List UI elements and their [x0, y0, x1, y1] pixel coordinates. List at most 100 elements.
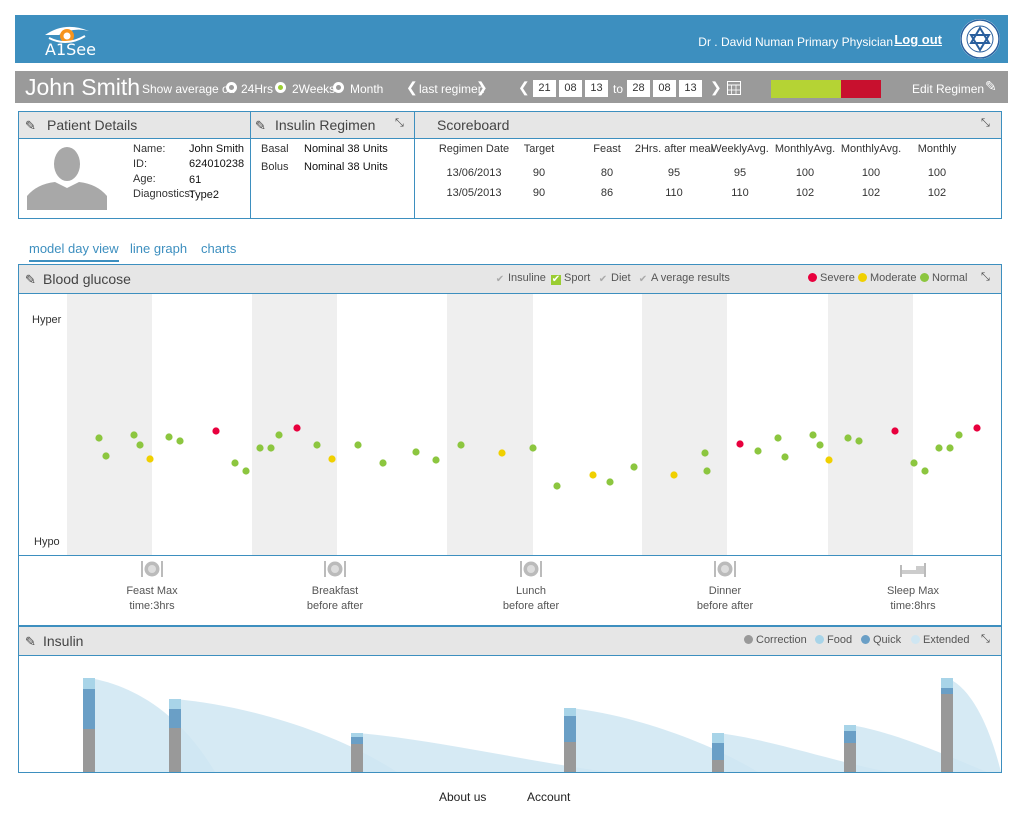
about-us-link[interactable]: About us [439, 790, 487, 804]
insulin-edit-pencil-icon[interactable]: ✎ [25, 634, 36, 649]
food-dose-bar[interactable] [169, 699, 181, 709]
glucose-reading[interactable] [754, 447, 762, 455]
glucose-reading[interactable] [606, 478, 614, 486]
checkbox-icon[interactable]: ✔ [551, 274, 561, 285]
correction-dose-bar[interactable] [83, 729, 95, 772]
food-dose-bar[interactable] [351, 733, 363, 737]
glucose-reading[interactable] [267, 444, 275, 452]
glucose-reading[interactable] [498, 449, 506, 457]
glucose-reading[interactable] [736, 440, 744, 448]
glucose-reading[interactable] [630, 463, 638, 471]
glucose-reading[interactable] [165, 433, 173, 441]
food-dose-bar[interactable] [564, 708, 576, 716]
food-dose-bar[interactable] [83, 678, 95, 689]
glucose-reading[interactable] [136, 441, 144, 449]
tab-line-graph[interactable]: line graph [130, 241, 188, 256]
glucose-reading[interactable] [891, 427, 899, 435]
correction-dose-bar[interactable] [712, 760, 724, 772]
glucose-edit-pencil-icon[interactable]: ✎ [25, 272, 36, 287]
date-to-month[interactable]: 08 [653, 80, 676, 97]
expand-icon[interactable]: ⤡ [981, 117, 990, 129]
radio-2weeks[interactable] [275, 82, 286, 93]
glucose-reading[interactable] [910, 459, 918, 467]
filter-average[interactable]: ✔ A verage results [638, 272, 730, 285]
glucose-reading[interactable] [457, 441, 465, 449]
edit-pencil-icon[interactable]: ✎ [985, 78, 997, 94]
edit-regimen-link[interactable]: Edit Regimen [912, 82, 985, 96]
quick-dose-bar[interactable] [169, 709, 181, 728]
checkbox-icon[interactable]: ✔ [495, 274, 505, 285]
glucose-reading[interactable] [146, 455, 154, 463]
correction-dose-bar[interactable] [564, 742, 576, 772]
date-from-day[interactable]: 21 [533, 80, 556, 97]
glucose-reading[interactable] [921, 467, 929, 475]
glucose-reading[interactable] [701, 449, 709, 457]
glucose-reading[interactable] [973, 424, 981, 432]
glucose-reading[interactable] [955, 431, 963, 439]
radio-month[interactable] [333, 82, 344, 93]
glucose-reading[interactable] [816, 441, 824, 449]
quick-dose-bar[interactable] [351, 737, 363, 744]
quick-dose-bar[interactable] [941, 688, 953, 694]
last-regimen-label[interactable]: last regimen [419, 82, 485, 96]
prev-regimen-icon[interactable]: ❮ [406, 79, 418, 95]
expand-icon[interactable]: ⤡ [395, 117, 404, 129]
correction-dose-bar[interactable] [941, 694, 953, 772]
date-to-day[interactable]: 28 [627, 80, 650, 97]
glucose-reading[interactable] [328, 455, 336, 463]
food-dose-bar[interactable] [844, 725, 856, 731]
glucose-reading[interactable] [781, 453, 789, 461]
glucose-reading[interactable] [102, 452, 110, 460]
glucose-reading[interactable] [935, 444, 943, 452]
quick-dose-bar[interactable] [844, 731, 856, 743]
food-dose-bar[interactable] [941, 678, 953, 688]
expand-icon[interactable]: ⤡ [981, 633, 990, 645]
correction-dose-bar[interactable] [351, 744, 363, 772]
glucose-reading[interactable] [432, 456, 440, 464]
next-date-icon[interactable]: ❯ [710, 79, 722, 95]
glucose-reading[interactable] [774, 434, 782, 442]
next-regimen-icon[interactable]: ❯ [476, 79, 488, 95]
glucose-reading[interactable] [844, 434, 852, 442]
tab-model-day-view[interactable]: model day view [29, 241, 119, 262]
tab-charts[interactable]: charts [201, 241, 237, 256]
correction-dose-bar[interactable] [844, 743, 856, 772]
filter-diet[interactable]: ✔ Diet [598, 272, 631, 285]
checkbox-icon[interactable]: ✔ [598, 274, 608, 285]
glucose-reading[interactable] [825, 456, 833, 464]
date-from-year[interactable]: 13 [585, 80, 608, 97]
account-link[interactable]: Account [527, 790, 571, 804]
radio-24hrs[interactable] [226, 82, 237, 93]
prev-date-icon[interactable]: ❮ [518, 79, 530, 95]
quick-dose-bar[interactable] [564, 716, 576, 742]
glucose-reading[interactable] [703, 467, 711, 475]
glucose-reading[interactable] [231, 459, 239, 467]
quick-dose-bar[interactable] [712, 743, 724, 760]
glucose-reading[interactable] [130, 431, 138, 439]
glucose-reading[interactable] [855, 437, 863, 445]
glucose-reading[interactable] [412, 448, 420, 456]
quick-dose-bar[interactable] [83, 689, 95, 729]
regimen-edit-pencil-icon[interactable]: ✎ [255, 118, 266, 133]
calendar-icon[interactable] [727, 81, 741, 95]
glucose-reading[interactable] [212, 427, 220, 435]
glucose-reading[interactable] [242, 467, 250, 475]
expand-icon[interactable]: ⤡ [981, 271, 990, 283]
patient-edit-pencil-icon[interactable]: ✎ [25, 118, 36, 133]
food-dose-bar[interactable] [712, 733, 724, 743]
glucose-reading[interactable] [553, 482, 561, 490]
filter-insuline[interactable]: ✔ Insuline [495, 272, 546, 285]
glucose-reading[interactable] [670, 471, 678, 479]
logout-link[interactable]: Log out [894, 32, 942, 47]
glucose-reading[interactable] [293, 424, 301, 432]
glucose-reading[interactable] [946, 444, 954, 452]
glucose-reading[interactable] [275, 431, 283, 439]
glucose-reading[interactable] [176, 437, 184, 445]
checkbox-icon[interactable]: ✔ [638, 274, 648, 285]
glucose-reading[interactable] [354, 441, 362, 449]
glucose-reading[interactable] [256, 444, 264, 452]
correction-dose-bar[interactable] [169, 728, 181, 772]
glucose-reading[interactable] [95, 434, 103, 442]
glucose-reading[interactable] [589, 471, 597, 479]
glucose-reading[interactable] [529, 444, 537, 452]
